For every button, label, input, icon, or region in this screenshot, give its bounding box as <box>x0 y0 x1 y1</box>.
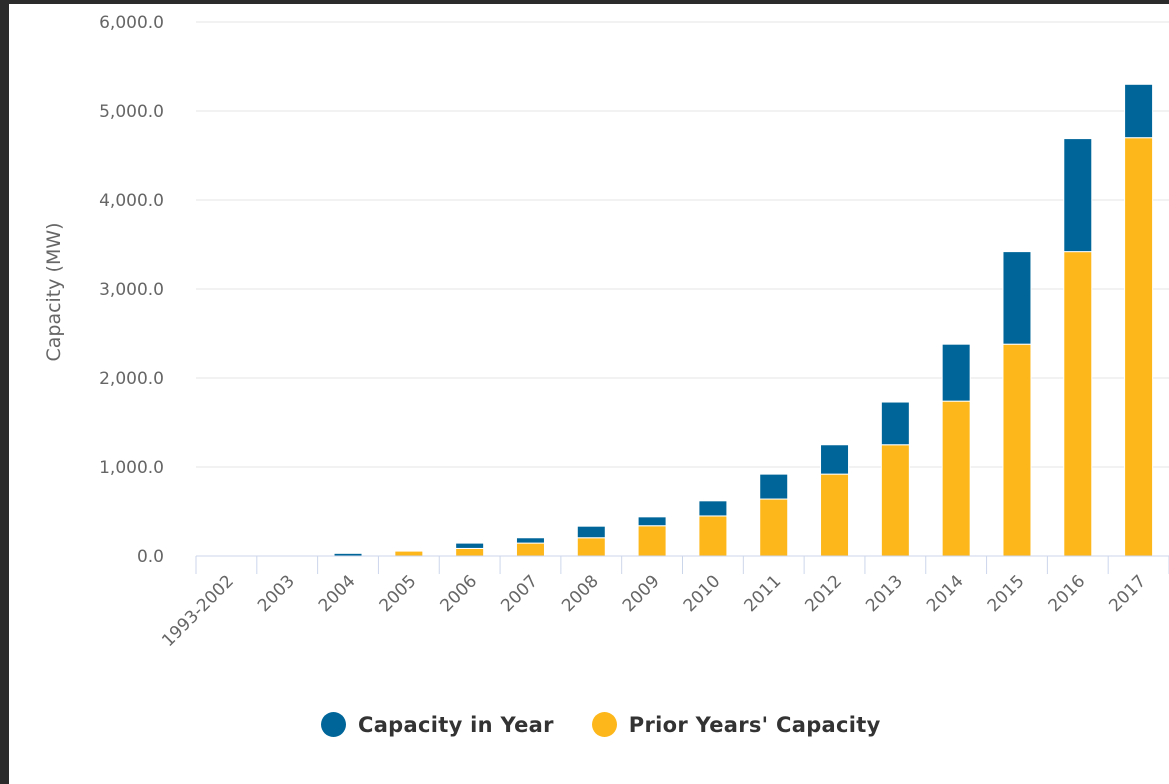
y-tick-label: 3,000.0 <box>99 280 164 300</box>
x-tick-label: 2013 <box>862 571 907 616</box>
y-axis-title: Capacity (MW) <box>43 222 65 361</box>
y-tick-label: 1,000.0 <box>99 458 164 478</box>
x-axis: 1993-2002 2003 2004 2005 2006 2007 2008 2009 201… <box>158 555 1169 651</box>
x-tick-label: 2016 <box>1045 571 1090 616</box>
bars <box>333 83 1154 557</box>
x-tick-label: 2014 <box>923 571 968 616</box>
x-tick-label: 2011 <box>741 571 786 616</box>
bar-prior-years-capacity[interactable] <box>515 542 545 557</box>
x-tick-label: 1993-2002 <box>158 571 238 651</box>
bar-capacity-in-year[interactable] <box>515 537 545 544</box>
bar-prior-years-capacity[interactable] <box>576 537 606 557</box>
x-tick-label: 2017 <box>1105 571 1150 616</box>
legend-label-prior-years-capacity: Prior Years' Capacity <box>628 712 881 737</box>
bar-prior-years-capacity[interactable] <box>880 444 910 557</box>
bar-prior-years-capacity[interactable] <box>1002 343 1032 557</box>
bar-capacity-in-year[interactable] <box>941 343 971 402</box>
bar-capacity-in-year[interactable] <box>576 525 606 539</box>
legend-label-capacity-in-year: Capacity in Year <box>358 712 554 737</box>
bar-prior-years-capacity[interactable] <box>941 400 971 557</box>
bar-prior-years-capacity[interactable] <box>455 547 485 557</box>
bar-prior-years-capacity[interactable] <box>637 525 667 557</box>
y-axis: 0.0 1,000.0 2,000.0 3,000.0 4,000.0 5,000.0 6,… <box>99 13 164 567</box>
bar-capacity-in-year[interactable] <box>455 542 485 549</box>
legend-marker-capacity-in-year <box>321 712 346 737</box>
bar-prior-years-capacity[interactable] <box>698 515 728 557</box>
bar-capacity-in-year[interactable] <box>880 401 910 446</box>
y-tick-label: 0.0 <box>137 547 164 567</box>
y-tick-label: 5,000.0 <box>99 102 164 122</box>
bar-capacity-in-year[interactable] <box>820 444 850 475</box>
chart-panel: 1993-2002 2003 2004 2005 2006 2007 2008 2009 201… <box>9 4 1169 784</box>
bar-prior-years-capacity[interactable] <box>759 498 789 557</box>
y-tick-label: 6,000.0 <box>99 13 164 33</box>
y-tick-label: 4,000.0 <box>99 191 164 211</box>
x-tick-label: 2012 <box>801 571 846 616</box>
x-tick-label: 2010 <box>680 571 725 616</box>
y-tick-label: 2,000.0 <box>99 369 164 389</box>
bar-prior-years-capacity[interactable] <box>820 473 850 557</box>
bar-prior-years-capacity[interactable] <box>1124 137 1154 557</box>
bar-capacity-in-year[interactable] <box>637 516 667 527</box>
bar-capacity-in-year[interactable] <box>1063 138 1093 253</box>
x-tick-label: 2005 <box>376 571 421 616</box>
legend-marker-prior-years-capacity <box>591 712 617 737</box>
bar-capacity-in-year[interactable] <box>759 473 789 500</box>
stacked-bar-chart: 1993-2002 2003 2004 2005 2006 2007 2008 2009 201… <box>43 13 1169 651</box>
x-tick-label: 2003 <box>254 571 299 616</box>
x-tick-label: 2009 <box>619 571 664 616</box>
legend-item-prior-years-capacity[interactable]: Prior Years' Capacity <box>591 712 881 737</box>
legend: Capacity in Year Prior Years' Capacity <box>321 712 919 737</box>
bar-prior-years-capacity[interactable] <box>1063 251 1093 557</box>
x-tick-label: 2006 <box>436 571 481 616</box>
x-tick-label: 2015 <box>984 571 1029 616</box>
bar-capacity-in-year[interactable] <box>1124 83 1154 139</box>
x-tick-label: 2004 <box>315 571 360 616</box>
bar-capacity-in-year[interactable] <box>1002 251 1032 345</box>
bar-capacity-in-year[interactable] <box>698 500 728 517</box>
x-tick-label: 2008 <box>558 571 603 616</box>
bar-prior-years-capacity[interactable] <box>394 550 424 557</box>
x-tick-label: 2007 <box>497 571 542 616</box>
legend-item-capacity-in-year[interactable]: Capacity in Year <box>321 712 554 737</box>
